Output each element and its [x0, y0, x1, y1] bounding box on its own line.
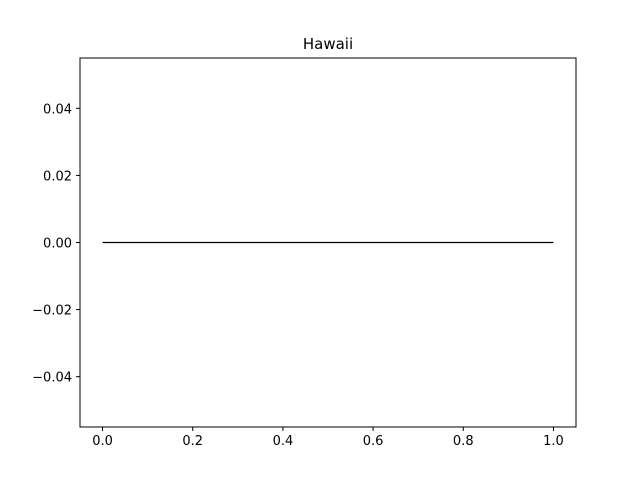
- x-tick-label: 0.8: [453, 434, 474, 449]
- y-tick-label: −0.04: [32, 371, 72, 386]
- x-tick-label: 0.0: [92, 434, 113, 449]
- y-tick-label: 0.00: [43, 237, 72, 252]
- x-tick-label: 0.6: [363, 434, 384, 449]
- y-tick-label: 0.04: [43, 102, 72, 117]
- y-tick-label: 0.02: [43, 169, 72, 184]
- chart-title: Hawaii: [303, 35, 353, 53]
- x-tick-label: 0.4: [273, 434, 294, 449]
- y-axis: 0.04 0.02 0.00 −0.02 −0.04: [32, 102, 80, 386]
- x-tick-label: 1.0: [543, 434, 564, 449]
- y-tick-label: −0.02: [32, 304, 72, 319]
- x-tick-label: 0.2: [182, 434, 203, 449]
- x-axis: 0.0 0.2 0.4 0.6 0.8 1.0: [92, 427, 564, 449]
